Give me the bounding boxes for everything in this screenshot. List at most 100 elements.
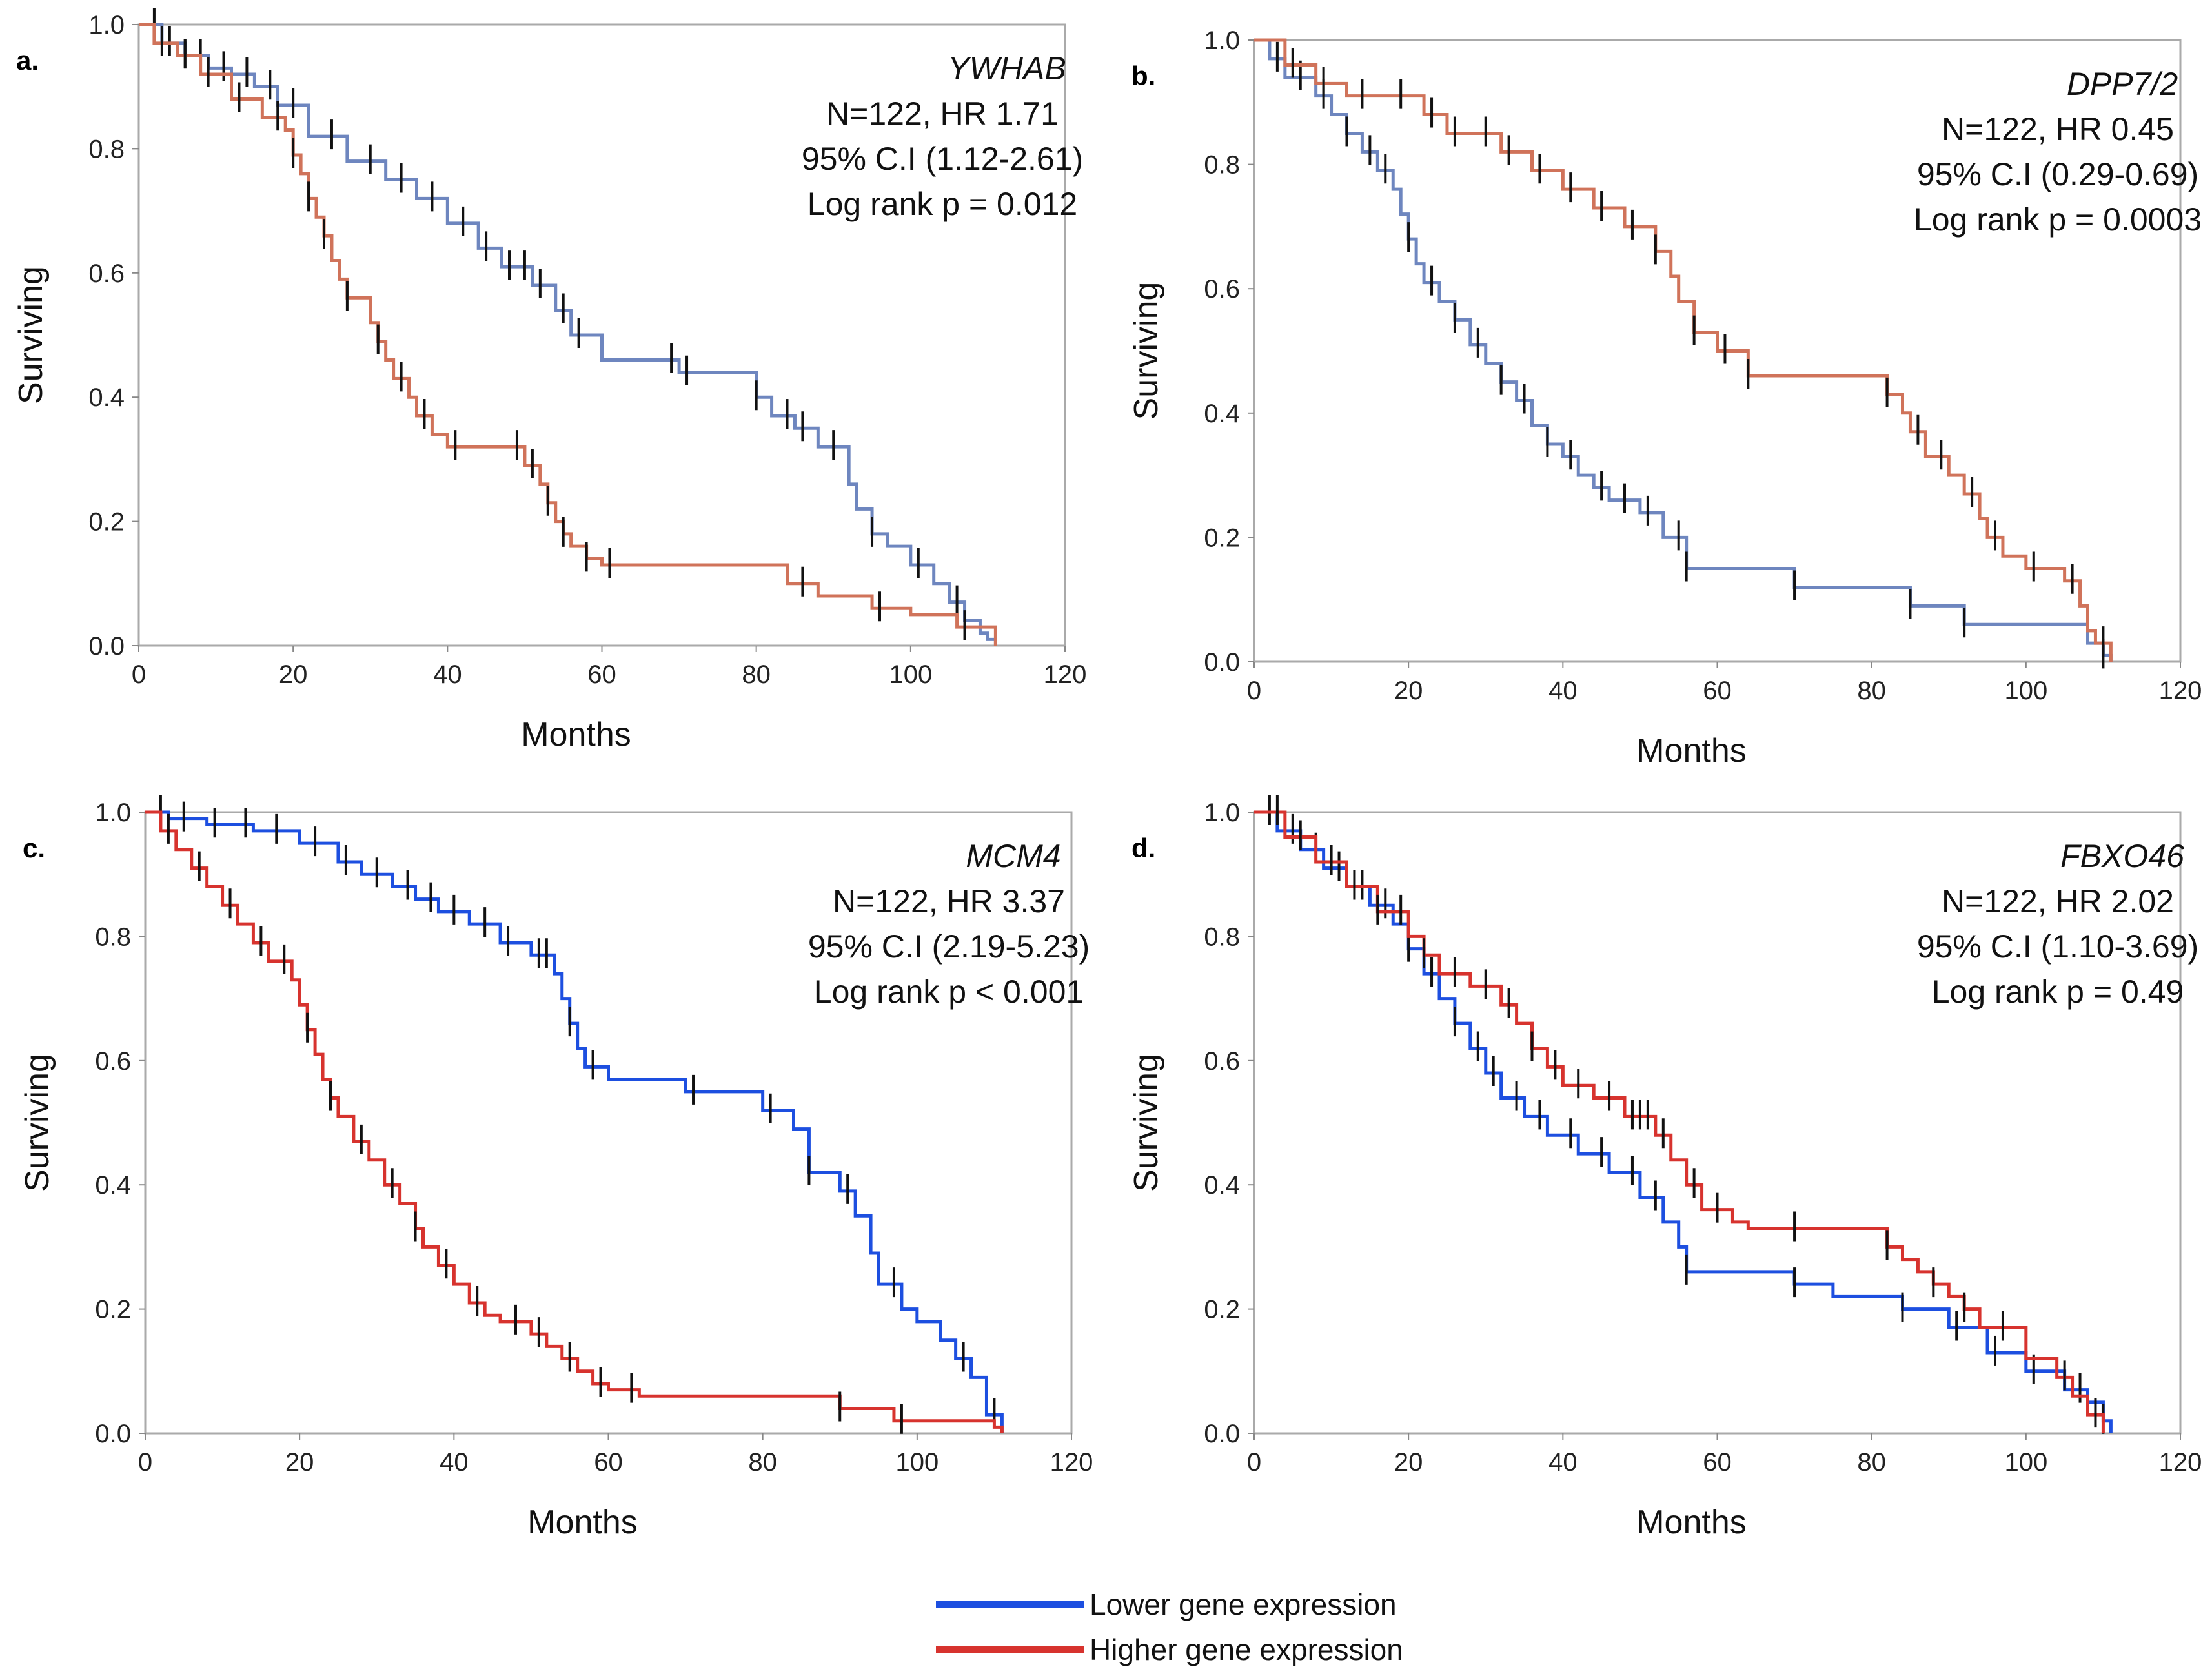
x-tick-label: 40: [433, 660, 462, 689]
x-tick-label: 120: [1050, 1448, 1093, 1477]
stat-line: 95% C.I (1.12-2.61): [802, 141, 1083, 177]
y-tick-label: 0.8: [1204, 151, 1240, 179]
stat-line: 95% C.I (0.29-0.69): [1917, 156, 2198, 192]
x-axis-title: Months: [521, 716, 631, 753]
chart-svg-b: 0 20 40 60 80 100 120 0.0 0.2 0.4 0.6 0.8 1.0 Months S…: [1128, 26, 2202, 770]
x-tick-label: 0: [132, 660, 146, 689]
x-tick-label: 40: [1548, 677, 1578, 705]
x-tick-label: 20: [1394, 1448, 1423, 1477]
x-axis-title: Months: [1636, 732, 1747, 770]
x-tick-label: 40: [1548, 1448, 1578, 1477]
stat-line: N=122, HR 1.71: [826, 96, 1059, 132]
x-tick-label: 20: [1394, 677, 1423, 705]
x-tick-label: 0: [1247, 677, 1261, 705]
gene-name: FBXO46: [2060, 838, 2184, 874]
x-tick-label: 40: [440, 1448, 469, 1477]
x-tick-label: 0: [1247, 1448, 1261, 1477]
x-axis-title: Months: [527, 1504, 638, 1541]
series-lower-line: [145, 810, 1004, 1433]
legend-swatch-higher: [936, 1646, 1084, 1653]
series-higher-line: [1254, 38, 2113, 662]
y-tick-label: 1.0: [1204, 26, 1240, 55]
panel-letter: a.: [16, 45, 39, 76]
gene-name: DPP7/2: [2067, 66, 2178, 102]
panel-d: 0 20 40 60 80 100 120 0.0 0.2 0.4 0.6 0.8 1.0 Months S…: [1106, 788, 2211, 1575]
x-tick-label: 80: [1857, 1448, 1886, 1477]
y-tick-label: 0.2: [95, 1296, 131, 1324]
series-lower-line: [1254, 810, 2113, 1433]
y-tick-label: 0.0: [1204, 648, 1240, 677]
y-tick-label: 1.0: [1204, 799, 1240, 827]
y-tick-label: 0.0: [1204, 1420, 1240, 1448]
y-tick-label: 0.8: [88, 135, 125, 163]
x-tick-label: 120: [2159, 677, 2202, 705]
stat-line: N=122, HR 3.37: [833, 883, 1065, 919]
stat-line: N=122, HR 0.45: [1942, 111, 2174, 147]
legend-label-higher: Higher gene expression: [1090, 1633, 1403, 1666]
x-tick-label: 60: [1703, 1448, 1732, 1477]
y-tick-label: 1.0: [95, 799, 131, 827]
legend-item-higher: Higher gene expression: [936, 1627, 1403, 1672]
legend-swatch-lower: [936, 1601, 1084, 1608]
x-tick-label: 80: [1857, 677, 1886, 705]
y-axis-title: Surviving: [19, 1054, 56, 1192]
stat-line: Log rank p < 0.001: [814, 974, 1084, 1010]
y-tick-label: 0.4: [88, 384, 125, 412]
y-axis-title: Surviving: [1128, 1054, 1165, 1192]
panel-b: 0 20 40 60 80 100 120 0.0 0.2 0.4 0.6 0.8 1.0 Months S…: [1106, 0, 2211, 788]
y-tick-label: 0.2: [1204, 1296, 1240, 1324]
y-tick-label: 0.6: [95, 1047, 131, 1076]
x-tick-label: 80: [748, 1448, 777, 1477]
x-tick-label: 100: [2004, 1448, 2047, 1477]
y-tick-label: 0.2: [1204, 524, 1240, 552]
stat-line: 95% C.I (1.10-3.69): [1917, 928, 2198, 965]
stat-line: Log rank p = 0.012: [807, 186, 1077, 222]
legend: Lower gene expression Higher gene expres…: [936, 1582, 1403, 1672]
panel-letter: d.: [1131, 833, 1155, 863]
gene-name: MCM4: [966, 838, 1060, 874]
x-axis-title: Months: [1636, 1504, 1747, 1541]
chart-svg-c: 0 20 40 60 80 100 120 0.0 0.2 0.4 0.6 0.8 1.0 Months S…: [19, 795, 1093, 1541]
legend-label-lower: Lower gene expression: [1090, 1588, 1397, 1621]
panel-a: 0 20 40 60 80 100 120 0.0 0.2 0.4 0.6 0.8 1.0 Months S…: [0, 0, 1106, 788]
panel-letter: c.: [23, 833, 45, 863]
stat-line: 95% C.I (2.19-5.23): [808, 928, 1090, 965]
x-tick-label: 80: [742, 660, 771, 689]
y-tick-label: 0.0: [95, 1420, 131, 1448]
x-tick-label: 60: [594, 1448, 623, 1477]
series-higher-line: [145, 810, 1004, 1433]
x-tick-label: 100: [895, 1448, 939, 1477]
y-tick-label: 0.6: [1204, 275, 1240, 303]
series-lower-line: [1254, 38, 2113, 662]
y-tick-label: 0.8: [95, 923, 131, 951]
x-tick-label: 120: [2159, 1448, 2202, 1477]
y-tick-label: 0.4: [1204, 1171, 1240, 1200]
stat-line: Log rank p = 0.49: [1932, 974, 2184, 1010]
y-tick-label: 0.4: [95, 1171, 131, 1200]
chart-svg-d: 0 20 40 60 80 100 120 0.0 0.2 0.4 0.6 0.8 1.0 Months S…: [1128, 795, 2202, 1541]
chart-svg-a: 0 20 40 60 80 100 120 0.0 0.2 0.4 0.6 0.8 1.0 Months S…: [12, 8, 1087, 753]
y-tick-label: 0.8: [1204, 923, 1240, 951]
panel-c: 0 20 40 60 80 100 120 0.0 0.2 0.4 0.6 0.8 1.0 Months S…: [0, 788, 1106, 1575]
y-axis-title: Surviving: [12, 266, 50, 404]
panel-letter: b.: [1131, 61, 1155, 91]
x-tick-label: 120: [1044, 660, 1087, 689]
x-tick-label: 20: [279, 660, 308, 689]
y-axis-title: Surviving: [1128, 282, 1165, 420]
x-tick-label: 0: [138, 1448, 152, 1477]
y-tick-label: 0.4: [1204, 400, 1240, 428]
legend-item-lower: Lower gene expression: [936, 1582, 1403, 1627]
y-tick-label: 0.6: [1204, 1047, 1240, 1076]
x-tick-label: 60: [587, 660, 616, 689]
series-lower-line: [139, 23, 997, 646]
x-tick-label: 20: [285, 1448, 314, 1477]
stat-line: N=122, HR 2.02: [1942, 883, 2174, 919]
x-tick-label: 100: [2004, 677, 2047, 705]
stat-line: Log rank p = 0.0003: [1914, 201, 2202, 238]
y-tick-label: 1.0: [88, 11, 125, 39]
y-tick-label: 0.6: [88, 260, 125, 288]
y-tick-label: 0.0: [88, 632, 125, 660]
gene-name: YWHAB: [948, 50, 1066, 87]
y-tick-label: 0.2: [88, 508, 125, 537]
